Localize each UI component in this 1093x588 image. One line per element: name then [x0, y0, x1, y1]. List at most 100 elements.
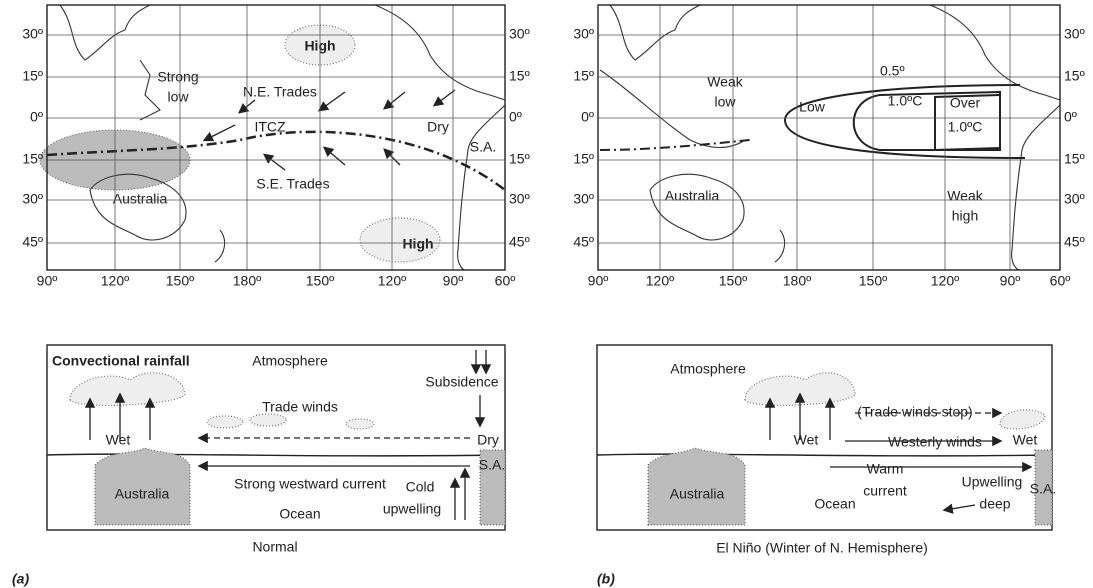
arrow	[382, 91, 406, 110]
section-label: Cold	[406, 479, 435, 495]
caption: Normal	[252, 539, 297, 555]
map-label: Australia	[113, 191, 168, 207]
map-label: Australia	[665, 188, 720, 204]
shape	[94, 447, 191, 526]
arrow	[383, 148, 401, 166]
lon-label: 90º	[443, 273, 464, 289]
shape: High Strong low N.E. Trades ITCZ Dry S.A…	[39, 4, 1061, 271]
section-label: Convectional rainfall	[52, 353, 190, 369]
shape	[852, 90, 1001, 151]
lat-label: 15º	[573, 68, 594, 84]
lon-label: 60º	[495, 273, 516, 289]
lon-label: 180º	[233, 273, 261, 289]
shape	[609, 4, 701, 61]
section-label: Australia	[115, 486, 170, 502]
section-label: S.A.	[479, 457, 505, 473]
lat-label: 30º	[509, 26, 530, 42]
lon-label: 150º	[166, 273, 194, 289]
section-label: Warm	[867, 461, 904, 477]
lon-label: 90º	[588, 273, 609, 289]
lat-label: 15º	[22, 68, 43, 84]
panel-label: (a)	[12, 571, 29, 587]
lon-label: 120º	[101, 273, 129, 289]
section-label: upwelling	[383, 501, 441, 517]
section-label: Atmosphere	[670, 361, 746, 377]
map-label: Over	[950, 95, 981, 111]
section-label: Trade winds	[262, 399, 338, 415]
map-label: N.E. Trades	[243, 84, 317, 100]
lon-label: 60º	[1050, 273, 1071, 289]
section-label: current	[863, 483, 907, 499]
caption: El Niño (Winter of N. Hemisphere)	[716, 540, 928, 556]
section-label: Dry	[477, 432, 499, 448]
shape	[206, 415, 244, 429]
map-label: Weak	[707, 74, 744, 90]
section-label: Wet	[794, 432, 819, 448]
map-label: low	[714, 94, 736, 110]
shape	[214, 229, 226, 263]
lat-label: 30º	[1064, 26, 1085, 42]
map-label: Weak	[947, 188, 984, 204]
shape	[599, 139, 751, 151]
shape	[139, 59, 161, 121]
section-label: Subsidence	[425, 374, 498, 390]
map-label: high	[952, 208, 978, 224]
shape	[359, 217, 441, 263]
arrow	[942, 503, 976, 514]
map-label: low	[167, 89, 189, 105]
shape	[69, 372, 186, 407]
section-label: Upwelling	[962, 474, 1023, 490]
map-label: Dry	[427, 119, 449, 135]
lat-label: 45º	[573, 234, 594, 250]
shape	[46, 344, 506, 531]
lon-label: 180º	[783, 273, 811, 289]
section-label: Wet	[106, 432, 131, 448]
lat-label: 30º	[573, 26, 594, 42]
lat-label: 15º	[1064, 68, 1085, 84]
shape	[374, 4, 506, 101]
lat-label: 30º	[509, 191, 530, 207]
shape	[345, 418, 375, 430]
shape	[479, 449, 506, 526]
shape	[596, 344, 1053, 531]
shape	[774, 229, 786, 263]
shape	[1034, 449, 1053, 526]
shape	[783, 84, 1026, 159]
lat-label: 30º	[573, 191, 594, 207]
shape	[1011, 104, 1061, 271]
lat-label: 0º	[30, 109, 43, 125]
map-frame	[46, 4, 506, 271]
section-label: Australia	[670, 486, 725, 502]
arrow	[237, 99, 256, 114]
shape	[46, 130, 506, 191]
lat-label: 0º	[1064, 109, 1077, 125]
shape	[999, 409, 1046, 430]
arrow	[317, 91, 346, 112]
shape	[929, 4, 1061, 101]
shape	[59, 4, 151, 61]
map-label: 1.0ºC	[948, 119, 983, 135]
lat-label: 15º	[1064, 151, 1085, 167]
lat-label: 15º	[22, 151, 43, 167]
lon-label: 120º	[646, 273, 674, 289]
lat-label: 30º	[1064, 191, 1085, 207]
section-label: S.A.	[1030, 481, 1056, 497]
section-label: Strong westward current	[234, 476, 386, 492]
section-label: Wet	[1013, 432, 1038, 448]
lat-label: 0º	[581, 109, 594, 125]
lat-label: 15º	[509, 151, 530, 167]
section-label: Atmosphere	[252, 353, 328, 369]
shape	[744, 372, 856, 407]
lon-label: 90º	[1000, 273, 1021, 289]
lon-label: 90º	[37, 273, 58, 289]
shape	[647, 447, 746, 526]
lat-label: 15º	[573, 151, 594, 167]
shape	[249, 413, 287, 427]
map-label: S.A.	[470, 139, 496, 155]
lat-label: 45º	[1064, 234, 1085, 250]
lon-label: 150º	[719, 273, 747, 289]
map-label: High	[402, 236, 433, 252]
shape	[46, 453, 506, 457]
arrow	[323, 146, 346, 166]
